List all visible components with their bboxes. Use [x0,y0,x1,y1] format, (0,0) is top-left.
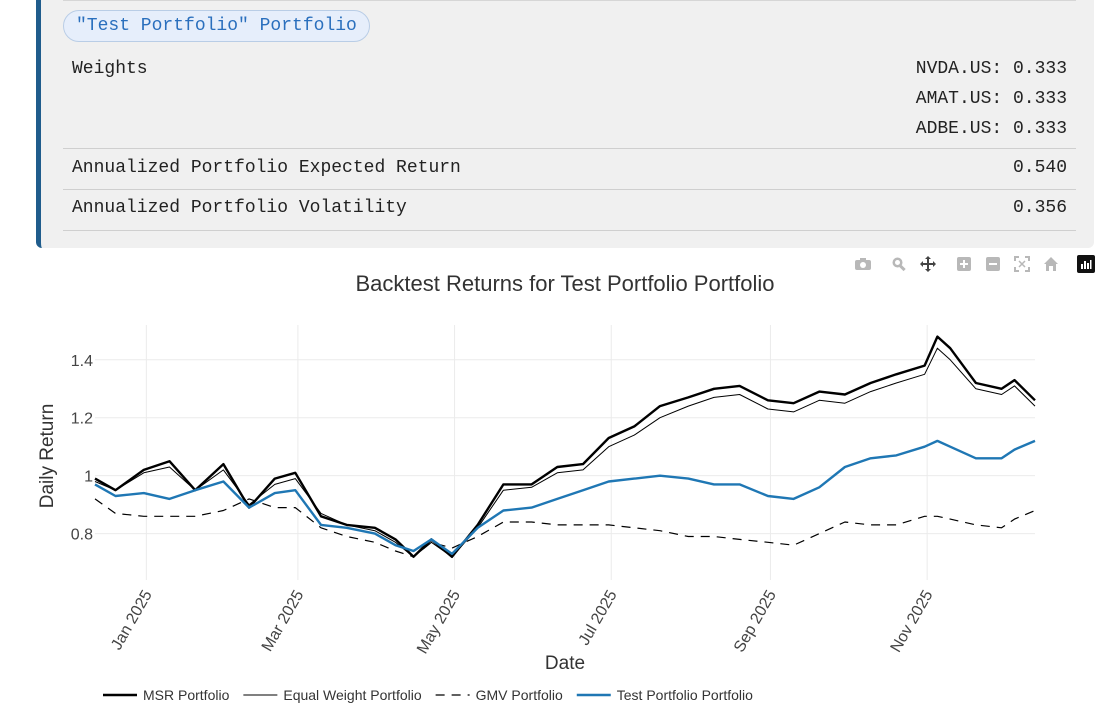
x-tick-label: Jul 2025 [576,587,621,648]
legend-label-2: GMV Portfolio [476,687,563,703]
y-tick-label: 1.4 [71,353,93,370]
weight-entry: NVDA.US: 0.333 [915,59,1067,79]
volatility-label: Annualized Portfolio Volatility [72,198,407,218]
weights-label: Weights [72,59,148,79]
card-top-divider [63,0,1076,1]
chart-gridlines [95,325,1035,580]
y-tick-label: 0.8 [71,527,93,544]
series-line-2 [94,498,1036,558]
portfolio-summary-card: "Test Portfolio" Portfolio Weights NVDA.… [36,0,1094,248]
camera-icon[interactable] [853,254,873,274]
volatility-row: Annualized Portfolio Volatility 0.356 [63,189,1076,231]
zoom-in-icon[interactable] [954,254,974,274]
pan-icon[interactable] [918,254,938,274]
x-tick-label: May 2025 [414,587,464,656]
legend-label-1: Equal Weight Portfolio [283,687,421,703]
x-tick-label: Jan 2025 [108,587,156,653]
x-tick-label: Sep 2025 [731,587,780,655]
y-axis-label: Daily Return [37,404,58,509]
autoscale-icon[interactable] [1012,254,1032,274]
series-line-0 [94,335,1036,558]
chart-modebar [844,254,1095,274]
y-tick-label: 1.2 [71,411,93,428]
chart-title: Backtest Returns for Test Portfolio Port… [356,271,775,296]
chart-legend[interactable]: MSR Portfolio Equal Weight Portfolio GMV P… [103,687,753,703]
chart-series-lines [94,335,1036,558]
weight-entry: ADBE.US: 0.333 [915,119,1067,139]
x-axis-label: Date [545,653,585,674]
zoom-icon[interactable] [889,254,909,274]
plotly-logo-icon[interactable] [1077,255,1095,273]
legend-label-3: Test Portfolio Portfolio [617,687,753,703]
weights-row: Weights NVDA.US: 0.333 AMAT.US: 0.333 AD… [63,54,1076,149]
zoom-out-icon[interactable] [983,254,1003,274]
reset-axes-icon[interactable] [1041,254,1061,274]
expected-return-label: Annualized Portfolio Expected Return [72,158,461,178]
y-tick-label: 1 [84,469,93,486]
portfolio-name-badge[interactable]: "Test Portfolio" Portfolio [63,10,370,42]
weight-entry: AMAT.US: 0.333 [915,89,1067,109]
volatility-value: 0.356 [1012,198,1067,218]
x-tick-label: Nov 2025 [888,587,937,655]
series-line-1 [94,347,1036,558]
series-line-3 [94,439,1036,556]
expected-return-value: 0.540 [1012,158,1067,178]
expected-return-row: Annualized Portfolio Expected Return 0.5… [63,149,1076,190]
weights-values: NVDA.US: 0.333 AMAT.US: 0.333 ADBE.US: 0… [916,54,1067,144]
legend-label-0: MSR Portfolio [143,687,230,703]
x-tick-label: Mar 2025 [259,587,308,654]
